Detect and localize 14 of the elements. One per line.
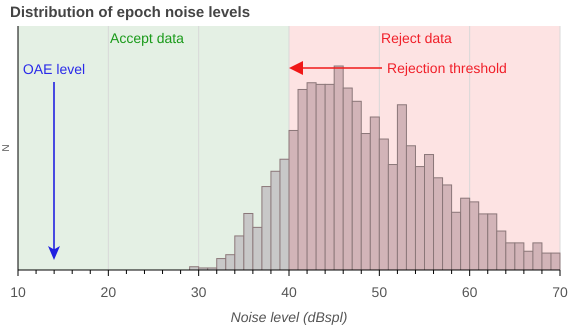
x-tick-label: 40	[281, 284, 297, 300]
annotation: OAE level	[22, 61, 86, 77]
chart-title: Distribution of epoch noise levels	[10, 4, 250, 21]
x-tick-label: 30	[190, 284, 207, 300]
x-tick-label: 20	[100, 284, 116, 300]
x-tick-label: 70	[552, 284, 568, 300]
band-label: Accept data	[110, 30, 184, 46]
x-tick-label: 10	[10, 284, 26, 300]
x-tick-label: 50	[372, 284, 388, 300]
annotation: Rejection threshold	[387, 60, 507, 76]
band-label: Reject data	[381, 30, 452, 46]
x-axis-title: Noise level (dBspl)	[230, 309, 348, 325]
y-axis-title: N	[1, 144, 12, 152]
x-tick-label: 60	[462, 284, 478, 300]
